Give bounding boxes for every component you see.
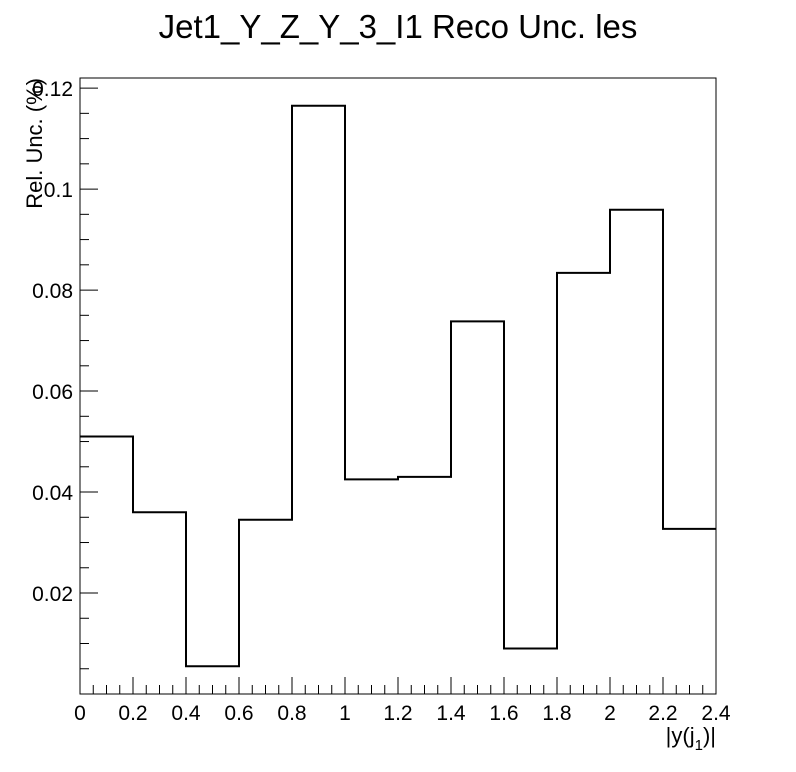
x-tick-label: 0.8 [277,702,306,725]
histogram-bin [398,477,451,694]
y-tick-label: 0.02 [32,583,73,606]
histogram-bin [292,106,345,694]
histogram-bin [610,210,663,694]
x-tick-label: 0.2 [118,702,147,725]
x-tick-label: 0.4 [171,702,201,725]
histogram-bins [80,106,716,694]
y-tick-label: 0.04 [32,482,73,505]
histogram-bin [80,436,133,694]
plot-frame [79,77,717,695]
x-axis-label-tail: )| [703,723,716,748]
y-tick-label: 0.06 [32,381,73,404]
x-tick-label: 1 [339,702,351,725]
y-tick-label: 0.12 [32,78,73,101]
x-axis-tick-labels: 0 0.2 0.4 0.6 0.8 1 1.2 1.4 1.6 1.8 2 2.2 2.4 [74,702,731,725]
x-tick-label: 1.6 [489,702,518,725]
histogram-bin [557,273,610,694]
y-tick-label: 0.08 [32,280,73,303]
x-axis-label-main: |y(j [666,723,695,748]
y-axis-tick-labels: 0.02 0.04 0.06 0.08 0.1 0.12 [32,78,73,606]
histogram-bin [345,479,398,694]
x-axis-label-subscript: 1 [695,737,703,754]
y-axis-label: Rel. Unc. (%) [22,78,47,209]
x-tick-label: 2.2 [648,702,677,725]
histogram-bin [663,529,716,694]
chart-title: Jet1_Y_Z_Y_3_I1 Reco Unc. les [159,8,638,45]
x-tick-label: 0 [74,702,86,725]
x-tick-label: 2 [604,702,616,725]
x-tick-label: 2.4 [701,702,731,725]
histogram-step-line [80,104,716,668]
histogram-bin [133,512,186,694]
histogram-bin [451,321,504,694]
x-tick-label: 1.8 [542,702,571,725]
x-axis-label: |y(j1)| [666,723,716,754]
x-tick-label: 1.2 [383,702,412,725]
x-tick-label: 1.4 [436,702,466,725]
x-axis-ticks [79,677,717,694]
y-axis-ticks [80,87,98,670]
histogram-bin [239,520,292,694]
x-tick-label: 0.6 [224,702,253,725]
y-tick-label: 0.1 [44,179,73,202]
